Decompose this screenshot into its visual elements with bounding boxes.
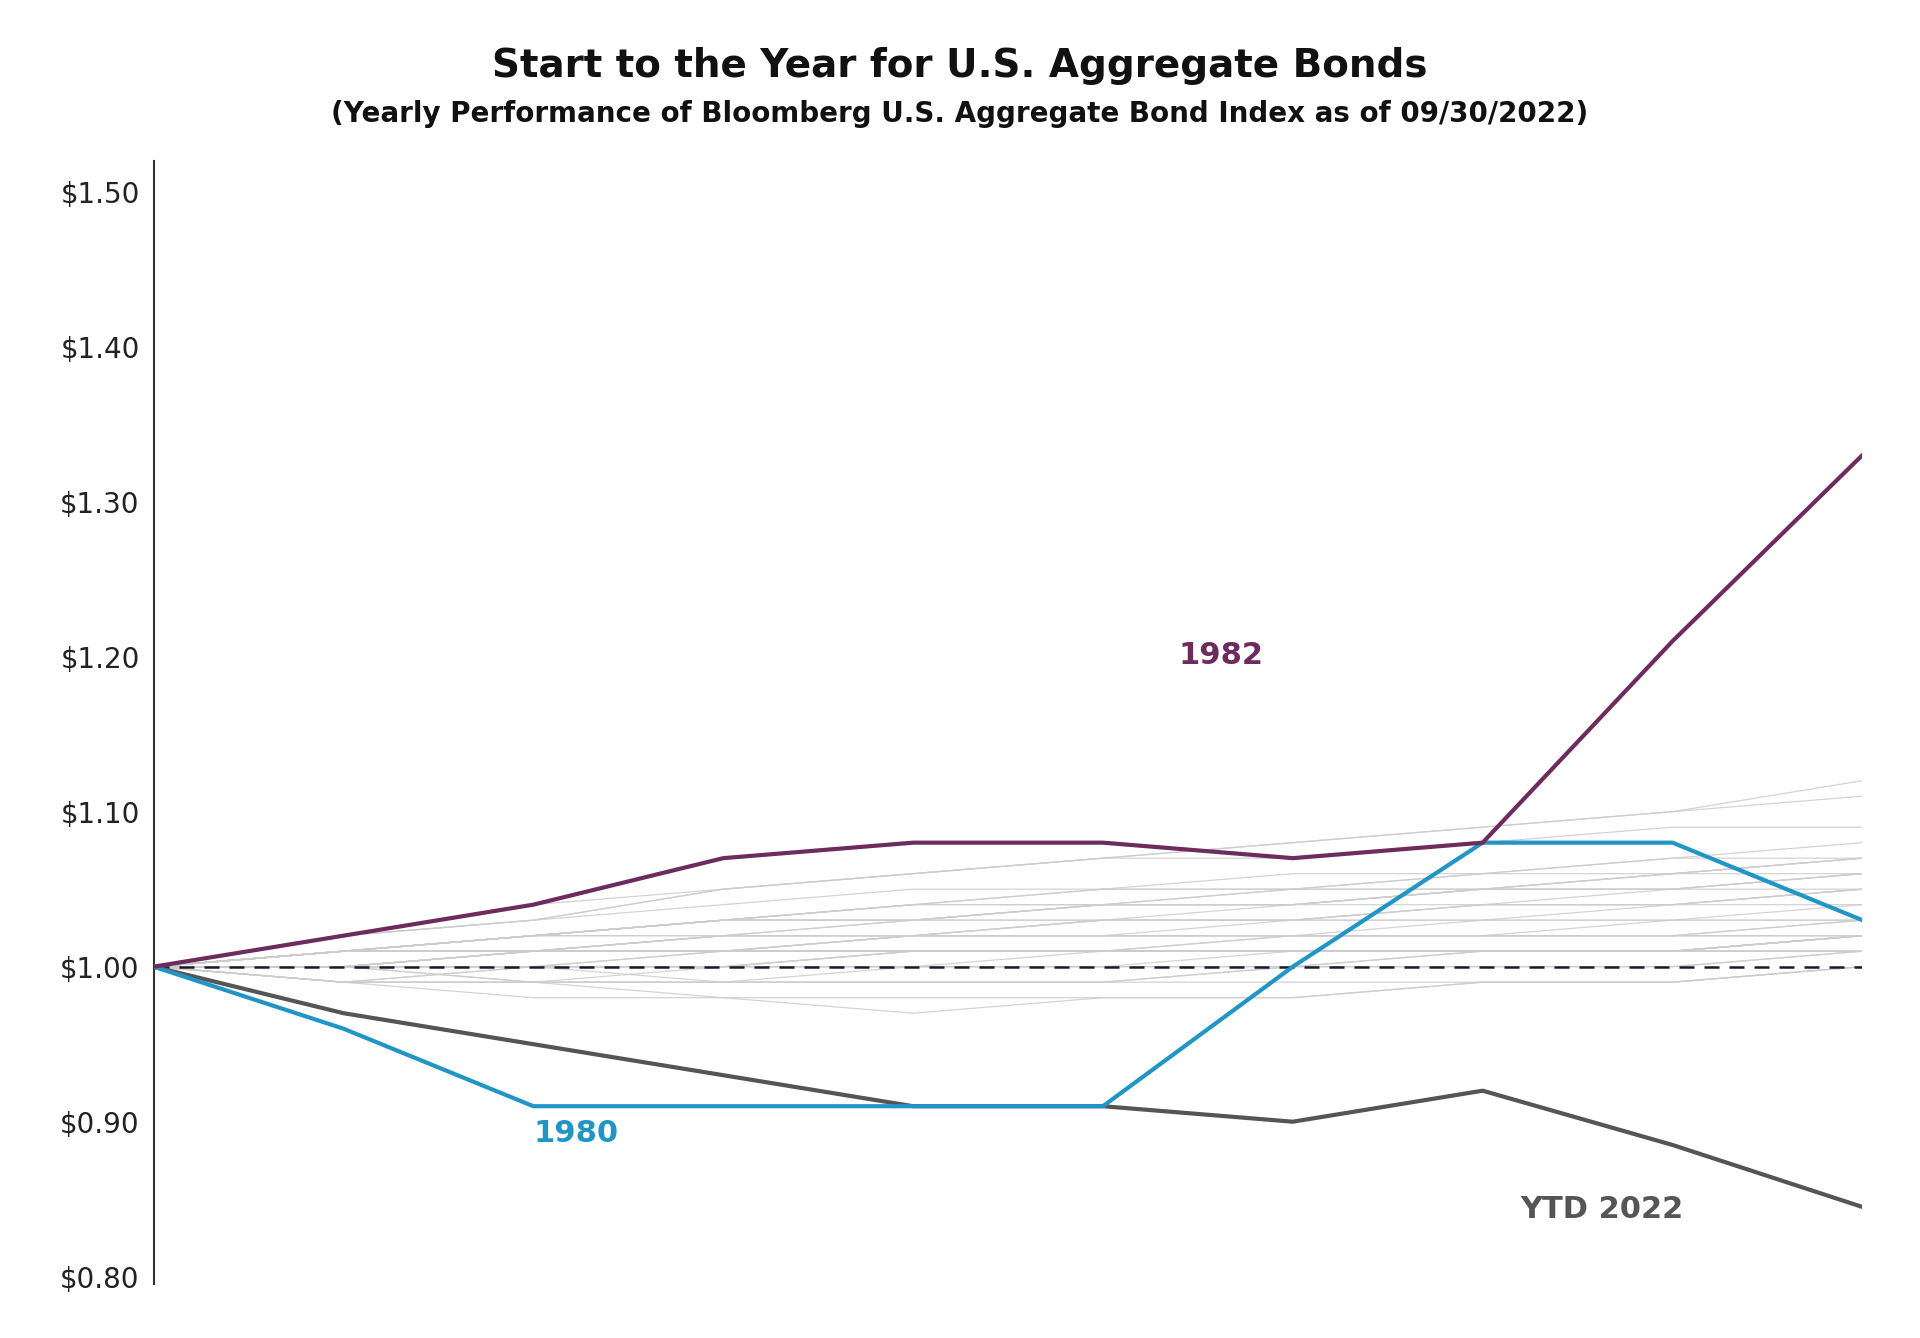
Text: YTD 2022: YTD 2022	[1521, 1195, 1684, 1224]
Text: Start to the Year for U.S. Aggregate Bonds: Start to the Year for U.S. Aggregate Bon…	[492, 47, 1428, 84]
Text: (Yearly Performance of Bloomberg U.S. Aggregate Bond Index as of 09/30/2022): (Yearly Performance of Bloomberg U.S. Ag…	[332, 100, 1588, 128]
Text: 1980: 1980	[534, 1119, 618, 1148]
Text: 1982: 1982	[1179, 641, 1263, 670]
